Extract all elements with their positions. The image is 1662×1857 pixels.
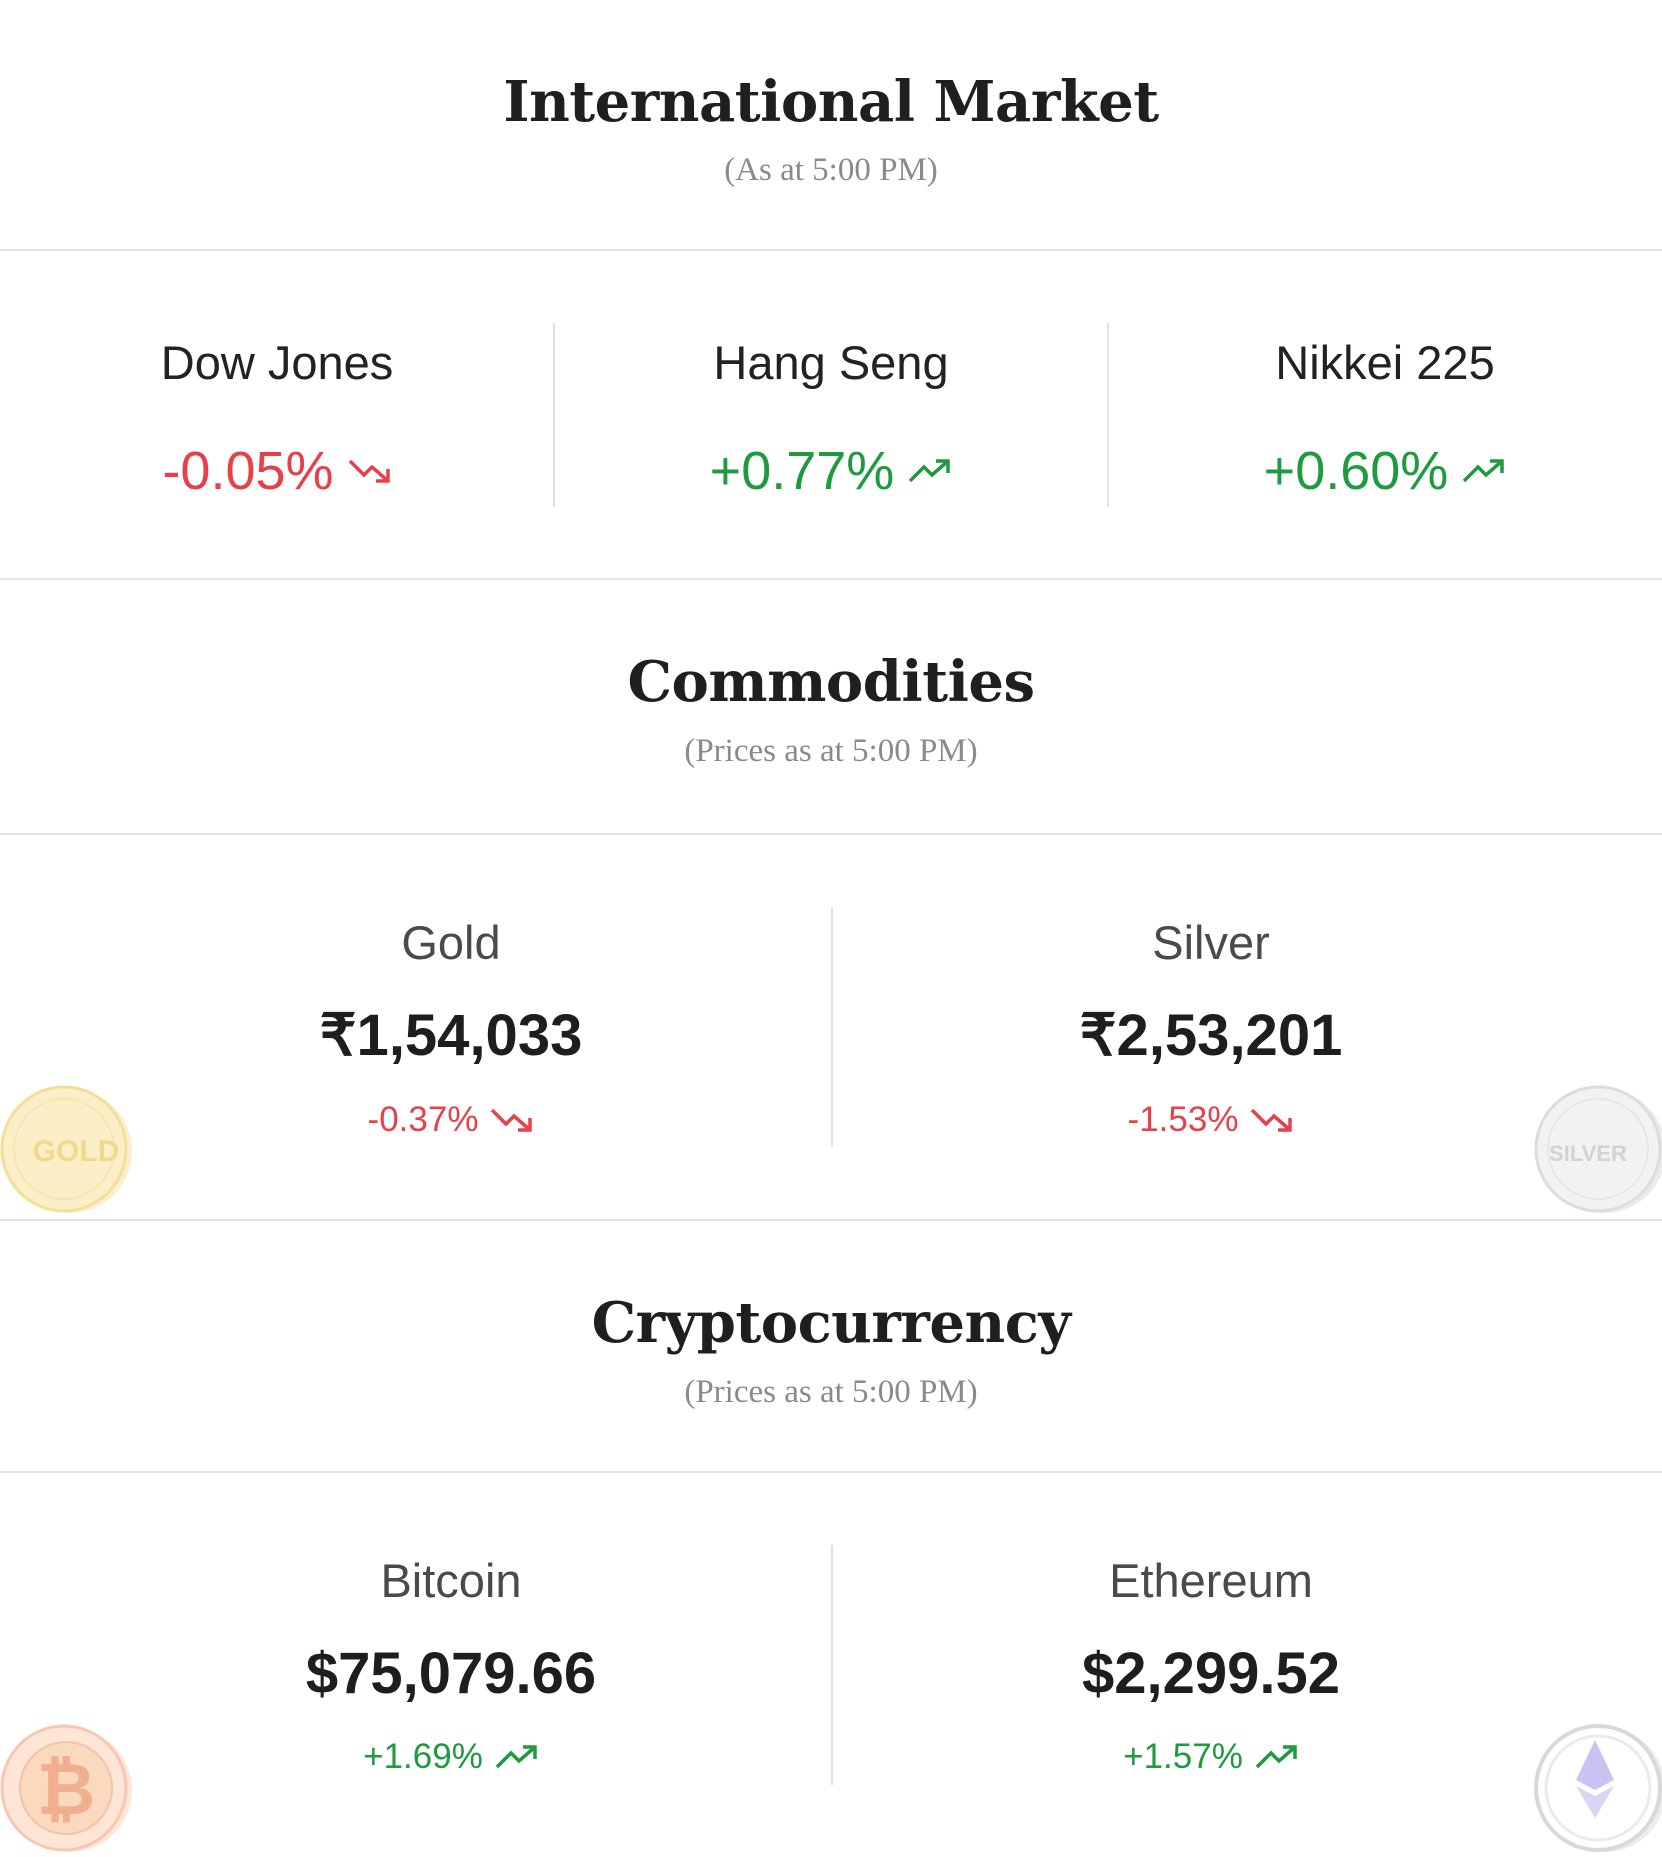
index-change-value: +0.60%	[1263, 441, 1449, 501]
cryptocurrency-title: Cryptocurrency	[591, 1290, 1071, 1356]
divider	[0, 578, 1662, 580]
index-name-nikkei-225: Nikkei 225	[1275, 336, 1495, 389]
coin-text: GOLD	[33, 1135, 120, 1168]
gold-coin-icon: GOLD	[0, 1085, 132, 1213]
index-change-hang-seng: +0.77%	[554, 440, 1108, 502]
crypto-change-value: +1.57%	[1123, 1737, 1243, 1776]
divider	[0, 1219, 1662, 1221]
index-change-value: -0.05%	[162, 441, 334, 501]
crypto-name-ethereum: Ethereum	[1109, 1554, 1313, 1607]
trend-up-icon	[1463, 459, 1505, 483]
svg-text:₿: ₿	[37, 1750, 96, 1830]
commodities-title: Commodities	[627, 649, 1035, 715]
column-divider	[831, 1545, 833, 1785]
index-change-value: +0.77%	[709, 441, 895, 501]
divider	[0, 1471, 1662, 1473]
trend-up-icon	[495, 1745, 537, 1769]
crypto-change-value: +1.69%	[363, 1737, 483, 1776]
international-market-title: International Market	[503, 69, 1159, 135]
bitcoin-icon: ₿	[0, 1724, 132, 1852]
commodity-change-silver: -1.53%	[796, 1098, 1626, 1142]
crypto-price-bitcoin: $75,079.66	[305, 1641, 597, 1706]
silver-coin-icon: SILVER	[1534, 1085, 1662, 1213]
cryptocurrency-subtitle: (Prices as at 5:00 PM)	[684, 1374, 978, 1410]
commodities-subtitle: (Prices as at 5:00 PM)	[684, 733, 978, 769]
commodity-price-gold: ₹1,54,033	[319, 1003, 583, 1068]
trend-down-icon	[1251, 1108, 1293, 1132]
index-name-hang-seng: Hang Seng	[713, 336, 949, 389]
column-divider	[553, 323, 555, 507]
crypto-change-ethereum: +1.57%	[796, 1735, 1626, 1779]
index-change-nikkei-225: +0.60%	[1108, 440, 1662, 502]
column-divider	[831, 907, 833, 1147]
trend-down-icon	[348, 459, 390, 483]
index-change-dow-jones: -0.05%	[0, 440, 554, 502]
trend-down-icon	[491, 1108, 533, 1132]
crypto-price-ethereum: $2,299.52	[1081, 1641, 1341, 1706]
commodity-change-value: -0.37%	[367, 1100, 479, 1139]
trend-up-icon	[1255, 1745, 1297, 1769]
crypto-change-bitcoin: +1.69%	[36, 1735, 866, 1779]
divider	[0, 249, 1662, 251]
ethereum-icon	[1534, 1724, 1662, 1852]
index-name-dow-jones: Dow Jones	[160, 336, 394, 389]
divider	[0, 833, 1662, 835]
commodity-name-gold: Gold	[401, 916, 501, 969]
commodity-change-value: -1.53%	[1127, 1100, 1239, 1139]
trend-up-icon	[909, 459, 951, 483]
crypto-name-bitcoin: Bitcoin	[380, 1554, 522, 1607]
commodity-name-silver: Silver	[1152, 916, 1270, 969]
commodity-change-gold: -0.37%	[36, 1098, 866, 1142]
column-divider	[1107, 323, 1109, 507]
coin-text: SILVER	[1549, 1141, 1627, 1166]
international-market-subtitle: (As at 5:00 PM)	[724, 152, 938, 188]
commodity-price-silver: ₹2,53,201	[1079, 1003, 1343, 1068]
